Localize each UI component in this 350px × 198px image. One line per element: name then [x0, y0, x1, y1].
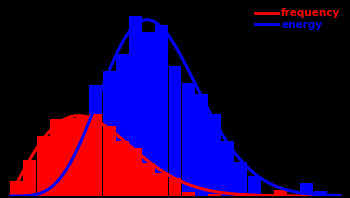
- Bar: [116, 54, 129, 196]
- Bar: [274, 190, 287, 196]
- Bar: [221, 141, 234, 196]
- Bar: [50, 189, 63, 196]
- Bar: [63, 118, 76, 196]
- Bar: [10, 181, 23, 196]
- Bar: [182, 192, 195, 196]
- Bar: [300, 183, 313, 196]
- Bar: [142, 163, 155, 196]
- Bar: [169, 66, 181, 196]
- Bar: [274, 195, 287, 196]
- Bar: [129, 16, 142, 196]
- Bar: [155, 26, 168, 196]
- Bar: [76, 117, 89, 196]
- Bar: [76, 144, 89, 196]
- Bar: [10, 195, 23, 196]
- Bar: [37, 136, 50, 196]
- Bar: [169, 178, 181, 196]
- Bar: [208, 114, 221, 196]
- Bar: [23, 160, 36, 196]
- Bar: [208, 194, 221, 196]
- Bar: [103, 71, 116, 196]
- Bar: [50, 119, 63, 196]
- Bar: [248, 176, 261, 196]
- Bar: [103, 126, 116, 196]
- Legend: frequency, energy: frequency, energy: [254, 7, 341, 31]
- Bar: [89, 85, 102, 196]
- Bar: [155, 173, 168, 196]
- Bar: [37, 188, 50, 196]
- Bar: [314, 191, 327, 196]
- Bar: [234, 162, 247, 196]
- Bar: [129, 148, 142, 196]
- Bar: [195, 94, 208, 196]
- Bar: [89, 114, 102, 196]
- Bar: [142, 32, 155, 196]
- Bar: [182, 84, 195, 196]
- Bar: [116, 141, 129, 196]
- Bar: [234, 193, 247, 196]
- Bar: [63, 167, 76, 196]
